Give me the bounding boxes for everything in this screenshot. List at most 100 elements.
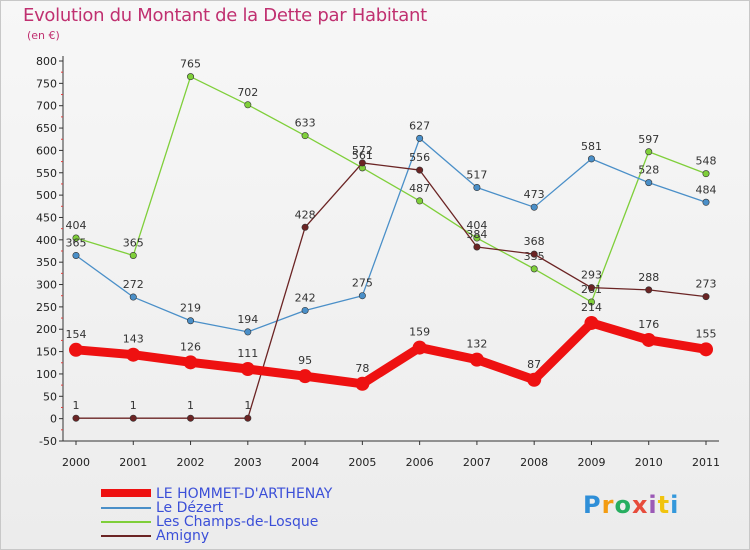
data-label: 561 (352, 149, 373, 162)
data-point (416, 197, 424, 205)
data-point (129, 251, 137, 259)
data-label: 126 (180, 340, 201, 353)
series-line (75, 137, 707, 333)
y-tick-label: 700 (36, 100, 57, 113)
logo-letter: x (631, 491, 649, 519)
data-point (702, 198, 710, 206)
data-label: 219 (180, 302, 201, 315)
data-point (187, 317, 195, 325)
y-tick-label: 600 (36, 144, 57, 157)
legend-swatch-hommet (101, 489, 151, 497)
data-label: 176 (638, 318, 659, 331)
y-tick-label: 500 (36, 189, 57, 202)
data-label: 214 (581, 301, 602, 314)
series-line (75, 75, 707, 303)
data-label: 159 (409, 326, 430, 339)
y-tick-label: 0 (50, 413, 57, 426)
legend-label-champs: Les Champs-de-Losque (156, 514, 319, 530)
logo-letter: i (648, 491, 658, 519)
data-point (126, 347, 141, 362)
data-label: 272 (123, 278, 144, 291)
data-point (587, 298, 595, 306)
data-point (301, 223, 309, 231)
data-label: 627 (409, 119, 430, 132)
data-label: 1 (244, 399, 251, 412)
logo-letter: i (670, 491, 680, 519)
y-tick-label: 650 (36, 122, 57, 135)
y-tick-label: 150 (36, 346, 57, 359)
legend-label-amigny: Amigny (156, 528, 210, 544)
data-point (702, 170, 710, 178)
data-point (240, 362, 255, 377)
data-label: 288 (638, 271, 659, 284)
data-point (187, 414, 195, 422)
data-label: 242 (295, 291, 316, 304)
x-tick-label: 2007 (463, 456, 491, 469)
data-point (129, 414, 137, 422)
y-tick-label: 750 (36, 77, 57, 90)
data-point (584, 315, 599, 330)
x-tick-label: 2009 (577, 456, 605, 469)
data-point (473, 243, 481, 251)
data-point (469, 352, 484, 367)
data-point (298, 369, 313, 384)
data-label: 78 (355, 362, 369, 375)
data-point (587, 284, 595, 292)
x-tick-label: 2004 (291, 456, 319, 469)
y-tick-label: 250 (36, 301, 57, 314)
series-line (71, 318, 711, 389)
data-label: 517 (466, 169, 487, 182)
data-label: 275 (352, 277, 373, 290)
data-point (358, 292, 366, 300)
data-point (473, 184, 481, 192)
data-point (244, 328, 252, 336)
data-point (641, 332, 656, 347)
x-tick-label: 2000 (62, 456, 90, 469)
data-point (301, 306, 309, 314)
data-label: 143 (123, 333, 144, 346)
y-tick-label: 450 (36, 211, 57, 224)
logo-letter: P (583, 491, 602, 519)
proxiti-logo: Proxiti (583, 491, 679, 519)
x-tick-label: 2003 (234, 456, 262, 469)
data-label: 1 (73, 399, 80, 412)
data-label: 155 (696, 327, 717, 340)
data-label: 111 (237, 347, 258, 360)
data-point (187, 73, 195, 81)
data-label: 473 (524, 188, 545, 201)
logo-letter: o (614, 491, 632, 519)
data-point (527, 372, 542, 387)
data-label: 404 (466, 219, 487, 232)
data-point (72, 234, 80, 242)
x-tick-label: 2008 (520, 456, 548, 469)
data-point (645, 148, 653, 156)
x-tick-label: 2001 (119, 456, 147, 469)
data-point (244, 101, 252, 109)
x-tick-label: 2005 (348, 456, 376, 469)
data-point (355, 376, 370, 391)
data-point (473, 234, 481, 242)
legend-label-hommet: LE HOMMET-D'ARTHENAY (156, 486, 333, 502)
chart-subtitle: (en €) (27, 29, 60, 42)
x-tick-label: 2002 (177, 456, 205, 469)
data-point (183, 355, 198, 370)
data-label: 384 (466, 228, 487, 241)
data-label: 428 (295, 208, 316, 221)
data-label: 528 (638, 164, 659, 177)
y-tick-label: 200 (36, 323, 57, 336)
data-label: 95 (298, 354, 312, 367)
data-label: 487 (409, 182, 430, 195)
data-point (72, 414, 80, 422)
data-label: 365 (66, 236, 87, 249)
data-point (530, 203, 538, 211)
data-label: 368 (524, 235, 545, 248)
data-point (412, 340, 427, 355)
y-tick-label: 350 (36, 256, 57, 269)
y-tick-label: 50 (43, 390, 57, 403)
data-point (69, 342, 83, 357)
x-tick-label: 2011 (692, 456, 720, 469)
data-label: 404 (66, 219, 87, 232)
logo-letter: t (657, 491, 671, 519)
